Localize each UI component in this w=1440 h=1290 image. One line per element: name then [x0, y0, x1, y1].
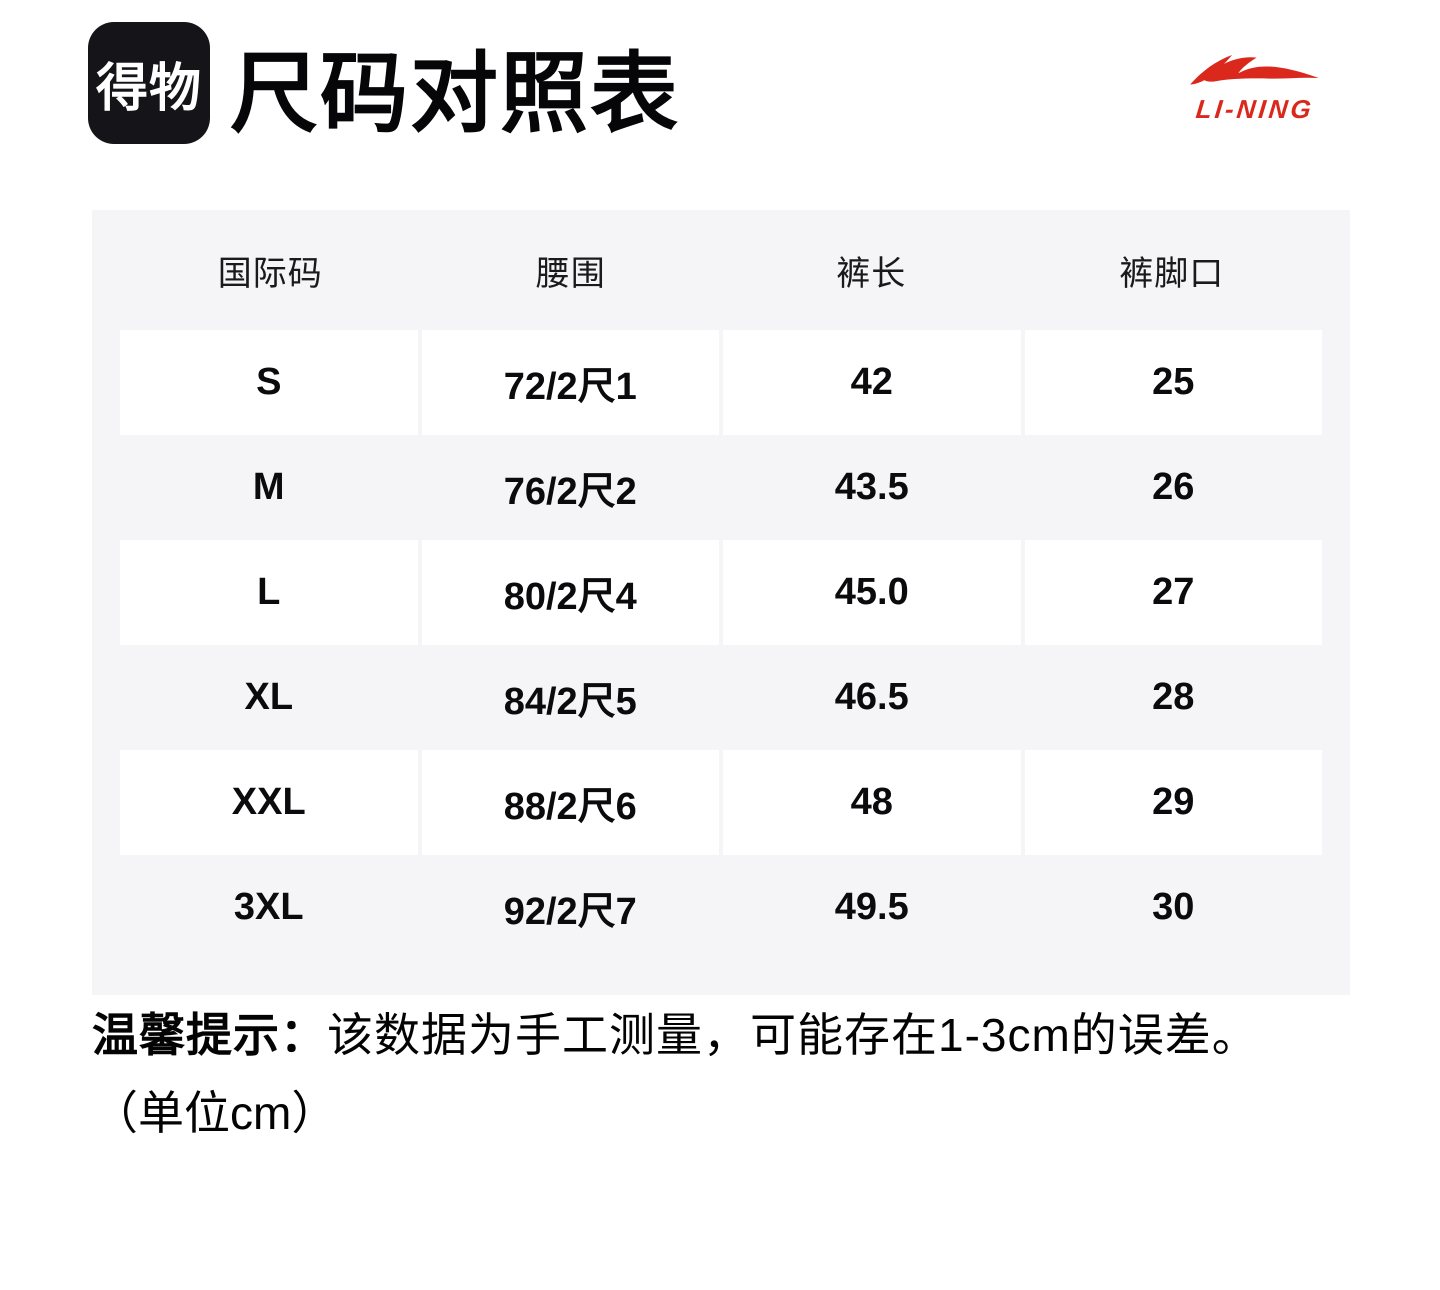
waist-cell: 80/2尺4 — [421, 540, 719, 645]
column-header-waist: 腰围 — [535, 254, 606, 293]
table-row: S 72/2尺1 42 25 — [120, 330, 1322, 435]
length-cell: 49.5 — [834, 886, 909, 928]
note-prefix: 温馨提示： — [92, 1009, 327, 1061]
table-row: XXL 88/2尺6 48 29 — [120, 750, 1322, 855]
table-row: 3XL 92/2尺7 49.5 30 — [120, 855, 1322, 960]
lining-brand-logo: LI-NING — [1188, 48, 1322, 125]
size-cell: XL — [244, 676, 294, 718]
size-cell: M — [252, 466, 285, 508]
note-line-1: 温馨提示：该数据为手工测量，可能存在1-3cm的误差。 — [92, 1006, 1372, 1064]
table-row: M 76/2尺2 43.5 26 — [120, 435, 1322, 540]
length-cell: 42 — [723, 330, 1021, 435]
table-body: S 72/2尺1 42 25 M 76/2尺2 43.5 26 L 80/2尺4… — [120, 330, 1322, 960]
waist-cell: 92/2尺7 — [503, 891, 637, 933]
column-header-size: 国际码 — [217, 254, 323, 293]
dewu-logo-text: 得物 — [95, 59, 202, 118]
measurement-note: 温馨提示：该数据为手工测量，可能存在1-3cm的误差。 （单位cm） — [92, 1006, 1372, 1142]
column-header-hem: 裤脚口 — [1119, 254, 1225, 293]
hem-cell: 25 — [1024, 330, 1322, 435]
length-cell: 48 — [723, 750, 1021, 855]
waist-cell: 84/2尺5 — [503, 681, 637, 723]
note-text: 该数据为手工测量，可能存在1-3cm的误差。 — [327, 1009, 1259, 1061]
page-title: 尺码对照表 — [230, 44, 681, 143]
waist-cell: 76/2尺2 — [503, 471, 637, 513]
size-cell: S — [120, 330, 418, 435]
hem-cell: 27 — [1024, 540, 1322, 645]
size-chart-panel: 国际码 腰围 裤长 裤脚口 S 72/2尺1 42 25 M 76/2尺2 43… — [92, 210, 1350, 995]
lining-wordmark: LI-NING — [1194, 94, 1316, 124]
waist-cell: 88/2尺6 — [421, 750, 719, 855]
hem-cell: 29 — [1024, 750, 1322, 855]
size-cell: XXL — [120, 750, 418, 855]
length-cell: 45.0 — [723, 540, 1021, 645]
note-unit: （单位cm） — [92, 1087, 338, 1139]
size-cell: 3XL — [233, 886, 304, 928]
column-header-length: 裤长 — [836, 254, 907, 293]
table-row: L 80/2尺4 45.0 27 — [120, 540, 1322, 645]
lining-swoosh-icon — [1190, 54, 1319, 85]
length-cell: 43.5 — [834, 466, 909, 508]
length-cell: 46.5 — [834, 676, 909, 718]
size-cell: L — [120, 540, 418, 645]
table-header-row: 国际码 腰围 裤长 裤脚口 — [120, 210, 1322, 330]
waist-cell: 72/2尺1 — [421, 330, 719, 435]
hem-cell: 26 — [1152, 466, 1195, 508]
table-row: XL 84/2尺5 46.5 28 — [120, 645, 1322, 750]
dewu-app-logo: 得物 — [88, 22, 210, 144]
hem-cell: 28 — [1152, 676, 1195, 718]
hem-cell: 30 — [1152, 886, 1195, 928]
